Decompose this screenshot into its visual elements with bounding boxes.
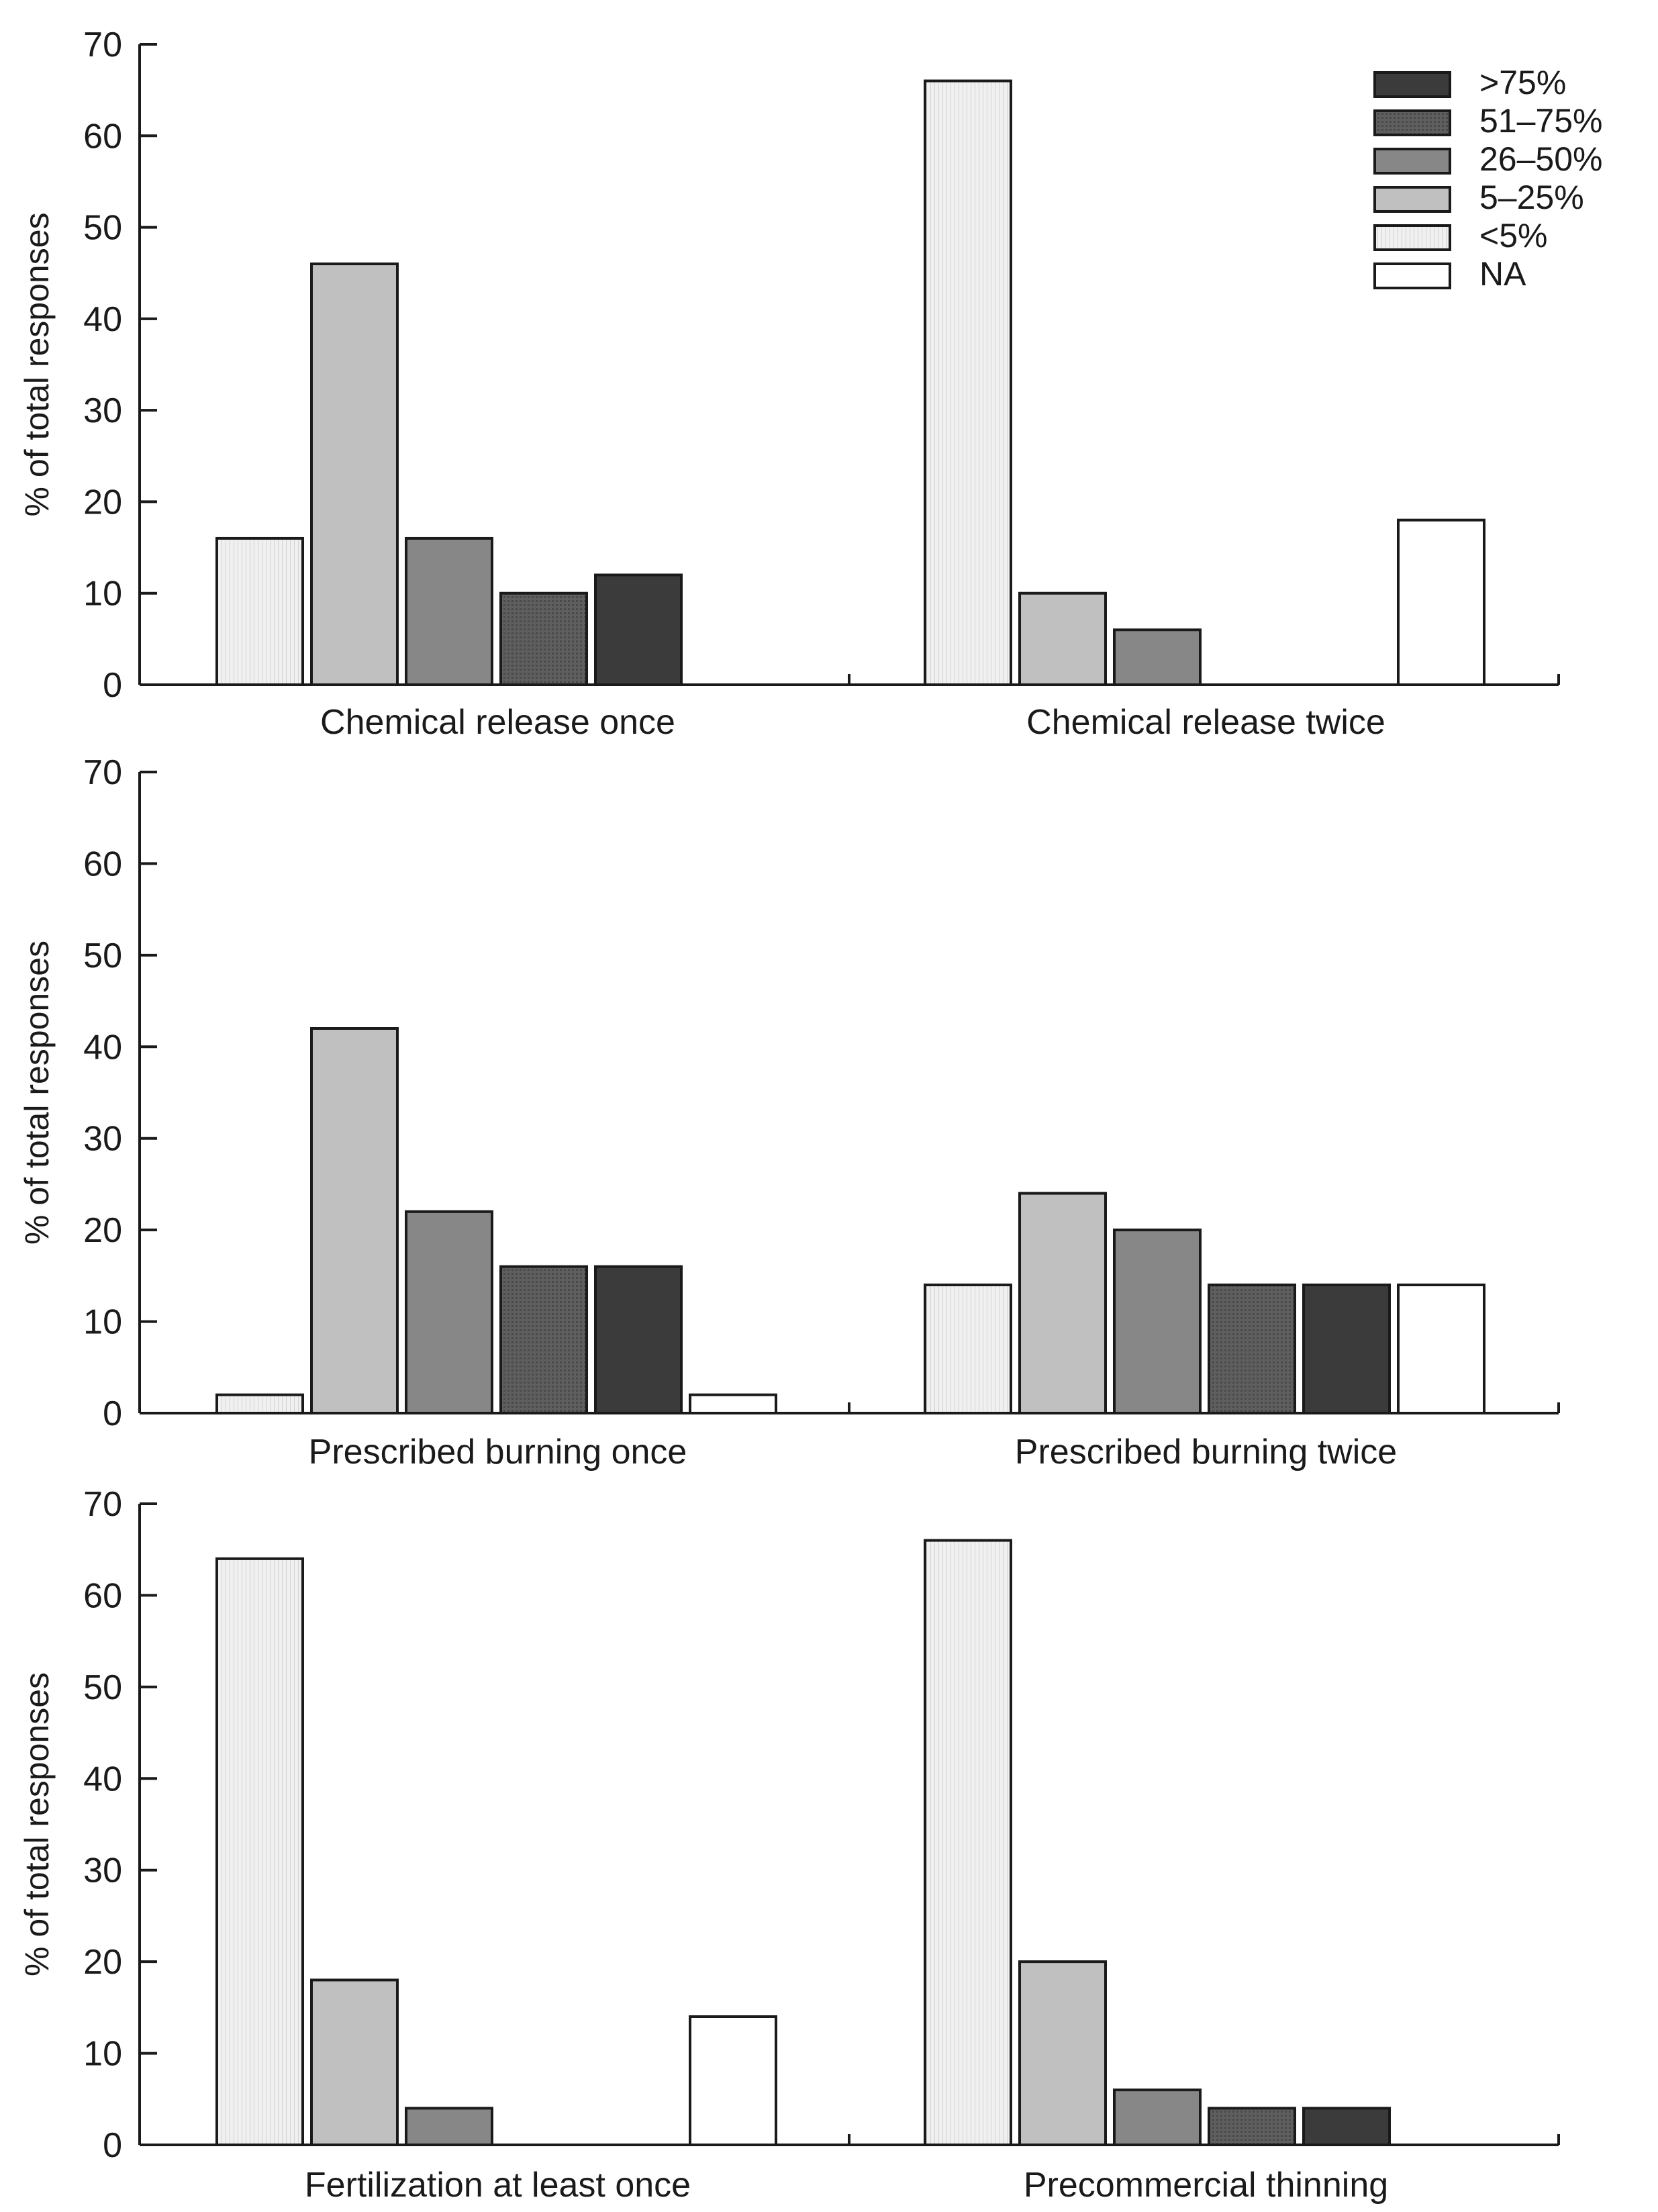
y-tick-label-0: 0 [103,1394,122,1433]
bar-prescribed-burning-twice-na [1397,1284,1485,1414]
bar-precommercial-thinning-5-25 [1018,1960,1107,2146]
legend-item-na: NA [1373,255,1526,293]
y-tick-label-40: 40 [83,1028,122,1067]
chart-panel-2: 0 10 20 30 40 50 60 70 % of total responses Presc… [18,753,1560,1472]
y-tick-label-70: 70 [83,753,122,792]
chart-panel-1: 0 10 20 30 40 50 60 70 % of total responses Chemi… [18,26,1560,742]
bar-chemical-release-twice-26-50 [1113,628,1202,687]
bar-fertilization-at-least-once-5-25 [310,1978,399,2146]
y-tick-label-10: 10 [83,2035,122,2074]
bar-prescribed-burning-once-gt75 [594,1265,683,1414]
category-label-prescribed-burning-once: Prescribed burning once [309,1433,687,1472]
bar-chemical-release-once-5-25 [310,262,399,687]
y-tick-label-50: 50 [83,1668,122,1707]
y-tick-label-20: 20 [83,1211,122,1250]
legend-label: NA [1479,255,1526,293]
bar-chemical-release-once-lt5 [215,536,304,687]
y-tick-label-60: 60 [83,1576,122,1615]
bar-prescribed-burning-twice-26-50 [1113,1229,1202,1414]
category-label-precommercial-thinning: Precommercial thinning [1024,2166,1388,2205]
y-axis-label: % of total responses [18,212,56,516]
legend-label: <5% [1479,217,1547,254]
legend-swatch [1373,186,1451,213]
y-tick-label-10: 10 [83,1303,122,1342]
legend-swatch [1373,109,1451,136]
bar-chemical-release-twice-5-25 [1018,591,1107,687]
y-tick-label-70: 70 [83,1485,122,1524]
bar-prescribed-burning-once-26-50 [405,1210,493,1415]
category-label-fertilization-at-least-once: Fertilization at least once [305,2166,691,2205]
bar-prescribed-burning-once-51-75 [499,1265,588,1414]
chart-panel-3: 0 10 20 30 40 50 60 70 % of total responses Ferti… [18,1485,1560,2205]
category-label-chemical-release-twice: Chemical release twice [1026,703,1385,742]
legend-label: >75% [1479,64,1566,101]
y-tick-label-10: 10 [83,575,122,614]
legend-swatch [1373,224,1451,251]
y-tick-label-20: 20 [83,1943,122,1982]
legend-item-lt5: <5% [1373,217,1547,254]
bar-fertilization-at-least-once-na [689,2015,777,2146]
bar-chemical-release-once-gt75 [594,573,683,687]
legend-label: 51–75% [1479,102,1603,140]
category-label-prescribed-burning-twice: Prescribed burning twice [1015,1433,1397,1472]
y-tick-label-0: 0 [103,2126,122,2165]
bar-prescribed-burning-once-lt5 [215,1393,304,1415]
y-tick-label-40: 40 [83,300,122,339]
legend-item-51_75: 51–75% [1373,102,1603,140]
y-tick-label-20: 20 [83,483,122,522]
y-tick-label-50: 50 [83,209,122,248]
bar-fertilization-at-least-once-26-50 [405,2107,493,2146]
legend-label: 5–25% [1479,179,1584,216]
y-tick-label-70: 70 [83,26,122,64]
y-axis-label: % of total responses [18,941,56,1245]
y-tick-label-30: 30 [83,391,122,430]
y-tick-label-40: 40 [83,1760,122,1798]
legend-swatch [1373,71,1451,98]
legend-swatch [1373,262,1451,289]
legend-item-gt75: >75% [1373,64,1566,101]
bar-prescribed-burning-twice-lt5 [924,1284,1012,1414]
bar-prescribed-burning-twice-gt75 [1302,1284,1391,1414]
y-tick-label-60: 60 [83,117,122,156]
bar-precommercial-thinning-26-50 [1113,2088,1202,2146]
bar-chemical-release-once-51-75 [499,591,588,687]
bar-chemical-release-twice-na [1397,518,1485,687]
legend: >75%51–75%26–50%5–25%<5%NA [1373,64,1603,293]
bar-prescribed-burning-twice-5-25 [1018,1192,1107,1414]
legend-item-5_25: 5–25% [1373,179,1584,216]
legend-swatch [1373,148,1451,175]
bar-prescribed-burning-twice-51-75 [1208,1284,1296,1414]
y-tick-label-30: 30 [83,1120,122,1159]
y-tick-label-50: 50 [83,936,122,975]
y-axis-label: % of total responses [18,1672,56,1976]
bar-precommercial-thinning-gt75 [1302,2107,1391,2146]
y-tick-label-30: 30 [83,1852,122,1890]
bar-prescribed-burning-once-5-25 [310,1027,399,1414]
bar-chemical-release-twice-lt5 [924,79,1012,686]
y-tick-label-60: 60 [83,845,122,883]
bar-precommercial-thinning-51-75 [1208,2107,1296,2146]
bar-chemical-release-once-26-50 [405,536,493,687]
legend-item-26_50: 26–50% [1373,140,1603,178]
bar-fertilization-at-least-once-lt5 [215,1557,304,2147]
bar-precommercial-thinning-lt5 [924,1539,1012,2147]
bar-prescribed-burning-once-na [689,1393,777,1415]
legend-label: 26–50% [1479,140,1603,178]
category-label-chemical-release-once: Chemical release once [320,703,675,742]
y-tick-label-0: 0 [103,666,122,705]
